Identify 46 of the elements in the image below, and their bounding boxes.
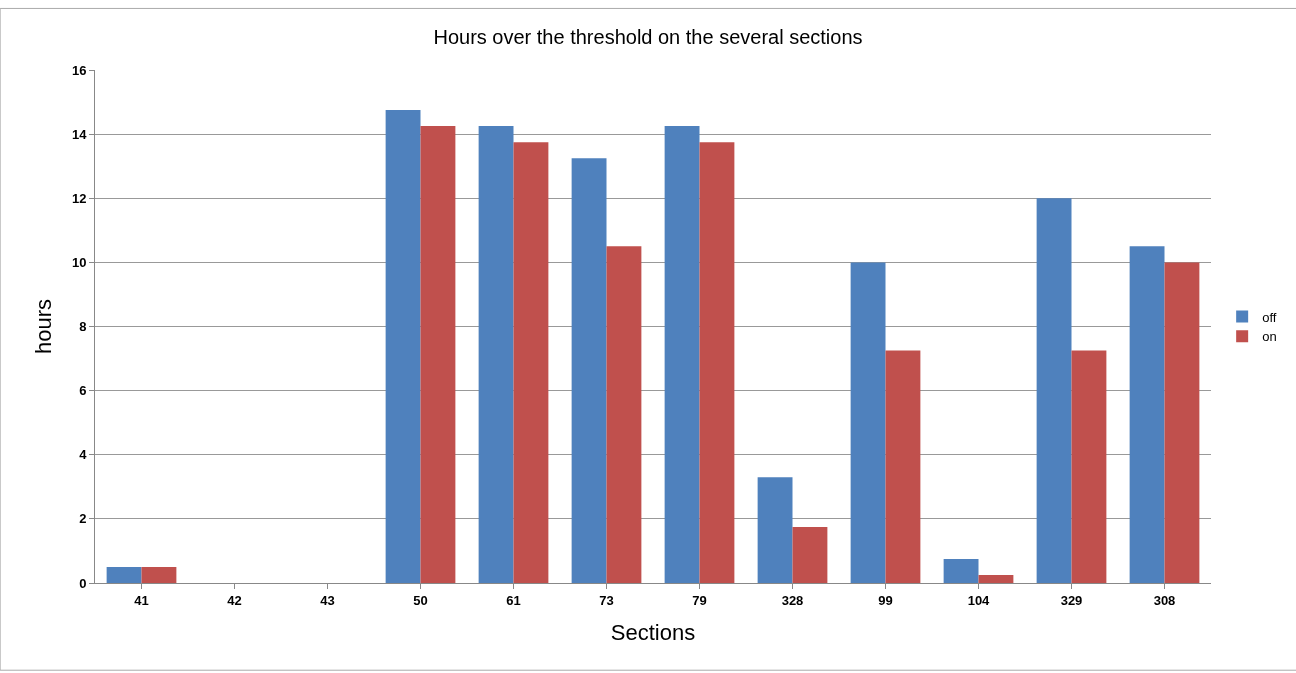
x-tick-label: 42 — [227, 592, 242, 608]
bar — [106, 566, 142, 583]
bar — [571, 158, 607, 583]
bar — [885, 350, 921, 583]
legend-label: off — [1262, 309, 1277, 325]
x-tick-label: 99 — [878, 592, 893, 608]
y-tick-label: 16 — [71, 62, 87, 78]
bar — [513, 142, 549, 583]
y-tick-label: 0 — [79, 575, 87, 591]
x-tick-label: 41 — [134, 592, 149, 608]
bar — [850, 262, 886, 583]
y-axis-title: hours — [30, 298, 56, 355]
bar — [757, 477, 793, 583]
x-tick-label: 329 — [1060, 592, 1083, 608]
y-tick-label: 14 — [71, 126, 88, 142]
y-tick-label: 2 — [79, 511, 87, 527]
bar — [1036, 198, 1072, 583]
x-tick-label: 79 — [692, 592, 707, 608]
y-tick-label: 4 — [79, 447, 88, 463]
y-tick-label: 8 — [79, 319, 87, 335]
y-tick-label: 12 — [71, 190, 87, 206]
bar — [978, 574, 1014, 583]
bar — [385, 110, 421, 583]
bar — [420, 126, 456, 583]
bar — [699, 142, 735, 583]
legend-label: on — [1262, 329, 1277, 345]
bar — [1164, 262, 1200, 583]
x-tick-label: 308 — [1153, 592, 1176, 608]
bar — [1071, 350, 1107, 583]
bar — [606, 246, 642, 583]
chart-title: Hours over the threshold on the several sections — [433, 26, 863, 49]
y-tick-label: 6 — [79, 383, 87, 399]
x-tick-label: 43 — [320, 592, 335, 608]
bar — [478, 126, 514, 583]
y-tick-label: 10 — [71, 254, 87, 270]
bar — [792, 526, 828, 583]
x-tick-label: 73 — [599, 592, 614, 608]
x-tick-label: 50 — [413, 592, 428, 608]
bar — [943, 558, 979, 583]
x-tick-label: 104 — [967, 592, 991, 608]
x-axis-title: Sections — [610, 620, 696, 646]
x-tick-label: 328 — [781, 592, 804, 608]
x-tick-label: 61 — [506, 592, 521, 608]
bar — [141, 566, 177, 583]
bar — [1129, 246, 1165, 583]
bar — [664, 126, 700, 583]
